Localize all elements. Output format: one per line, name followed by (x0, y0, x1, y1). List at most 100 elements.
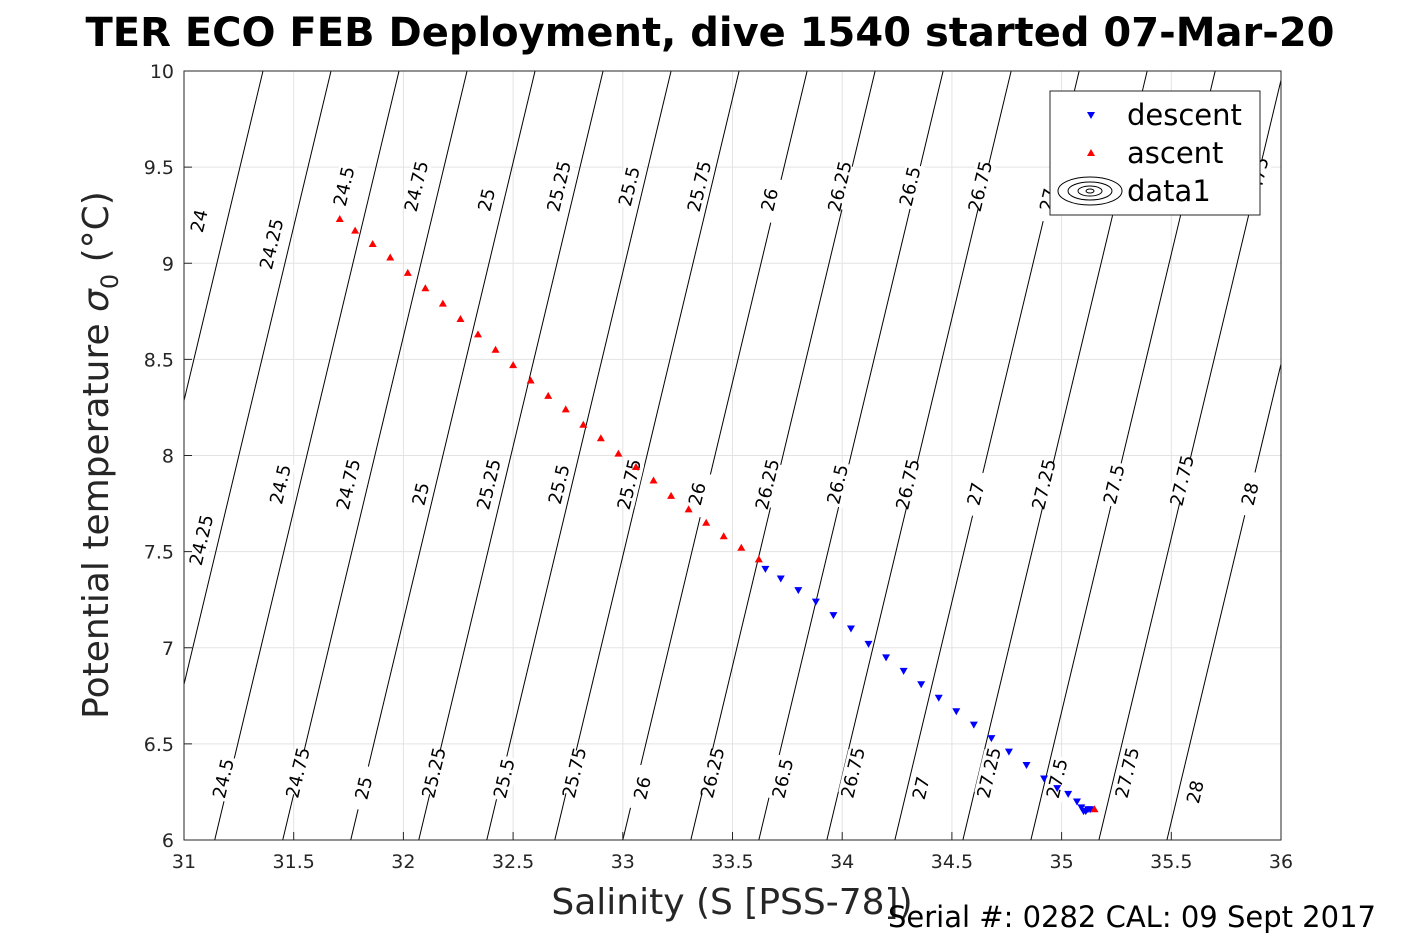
y-axis-label-unit: (°C) (76, 191, 117, 274)
y-tick-label: 8 (162, 446, 174, 468)
contour-label: 27.25 (973, 745, 1005, 800)
legend: descent ascent data1 (1049, 90, 1261, 216)
legend-descent-marker (1087, 112, 1095, 119)
contour-label-gap (697, 748, 728, 797)
contour-label-gap (283, 748, 313, 797)
y-tick-label: 6.5 (144, 734, 174, 756)
descent-point (864, 640, 873, 648)
descent-point (1053, 785, 1062, 793)
contour-label-gap (329, 162, 360, 211)
density-contour-line (183, 70, 332, 685)
contour-label-gap (754, 176, 785, 224)
contour-labels: 24 24.25 24.5 24.75 25 25.25 25.5 25.75 26 26.25 2… (184, 155, 1274, 816)
ascent-point (702, 518, 711, 526)
contour-label-gap (489, 754, 520, 803)
descent-point (952, 708, 961, 716)
contour-label: 28 (1238, 480, 1264, 507)
y-tick-label: 6 (162, 830, 174, 852)
density-contour-line (486, 70, 672, 841)
ascent-point (368, 240, 377, 248)
ascent-point (614, 449, 623, 457)
y-tick-label: 7.5 (144, 542, 174, 564)
contour-label: 26.25 (752, 457, 784, 512)
contour-label-gap (544, 460, 575, 509)
contour-label: 27 (964, 480, 990, 507)
contour-label-gap (895, 162, 926, 211)
descent-point (917, 681, 926, 689)
contour-label-gap (349, 764, 379, 812)
contour-label: 27.25 (1028, 457, 1060, 512)
x-tick-label: 31.5 (273, 851, 315, 873)
contour-label: 24.75 (282, 745, 314, 800)
contour-label: 25 (474, 186, 500, 213)
ascent-point (579, 420, 588, 428)
contour-label: 25.5 (615, 165, 645, 209)
contour-label-gap (684, 162, 715, 211)
contour-label: 24.5 (209, 757, 239, 801)
x-tick-label: 34 (830, 851, 854, 873)
x-axis-ticks: 31 31.5 32 32.5 33 33.5 34 34.5 35 35.5 36 (172, 832, 1293, 873)
contour-label: 26 (685, 480, 711, 507)
y-axis-label: Potential temperature σ0 (°C) (76, 191, 124, 719)
y-tick-label: 7 (162, 638, 174, 660)
descent-point (1064, 790, 1073, 798)
ascent-point (335, 215, 344, 223)
contour-label-gap (1112, 748, 1143, 797)
legend-box (1049, 90, 1261, 216)
descent-point (1004, 748, 1013, 756)
legend-ascent-label: ascent (1127, 136, 1223, 170)
ascent-point (509, 361, 518, 369)
contour-label-gap (1235, 470, 1266, 518)
contour-label-gap (559, 748, 590, 797)
x-tick-label: 32.5 (492, 851, 534, 873)
contour-label: 24.5 (330, 165, 360, 209)
descent-point (1072, 798, 1081, 806)
contour-label-gap (265, 460, 296, 509)
descent-point (829, 612, 838, 620)
contour-label: 24.75 (333, 457, 365, 512)
contour-label-gap (965, 162, 996, 211)
legend-descent-label: descent (1127, 98, 1242, 132)
contour-label: 25 (409, 480, 435, 507)
ascent-point (631, 463, 640, 471)
descent-point (1040, 775, 1049, 783)
descent-point (899, 667, 908, 675)
legend-data1-label: data1 (1127, 174, 1211, 208)
contour-label: 25.75 (559, 745, 591, 800)
x-tick-label: 34.5 (931, 851, 973, 873)
contour-label: 26.75 (892, 457, 924, 512)
ascent-point (596, 434, 605, 442)
contour-label-gap (822, 460, 853, 509)
ascent-point (667, 491, 676, 499)
contour-label: 25 (352, 775, 378, 802)
contour-label-gap (184, 197, 215, 245)
x-tick-label: 35.5 (1150, 851, 1192, 873)
data-points (335, 215, 1099, 816)
contour-label-gap (474, 460, 504, 509)
contour-label-gap (825, 162, 855, 211)
contour-label-gap (1099, 460, 1130, 509)
contour-label-gap (906, 764, 937, 812)
contour-label-gap (1042, 754, 1073, 803)
descent-point (882, 654, 891, 662)
descent-point (934, 694, 943, 702)
contour-label: 27.5 (1100, 463, 1130, 507)
descent-point (1022, 762, 1031, 770)
chart-title: TER ECO FEB Deployment, dive 1540 starte… (85, 10, 1334, 56)
ascent-point (403, 268, 412, 276)
contour-label-gap (256, 220, 287, 268)
contour-label-gap (186, 516, 217, 564)
serial-cal-footer: Serial #: 0282 CAL: 09 Sept 2017 (888, 900, 1376, 934)
contour-label: 25.75 (614, 457, 646, 512)
ascent-point (754, 555, 763, 563)
x-tick-label: 32 (391, 851, 415, 873)
descent-point (1086, 806, 1095, 814)
contour-label: 26 (630, 775, 656, 802)
ascent-point (456, 315, 465, 323)
ascent-point (438, 299, 447, 307)
ascent-point (684, 505, 693, 513)
y-axis-label-symbol: σ (76, 288, 117, 312)
legend-ascent-marker (1087, 149, 1095, 156)
x-tick-label: 36 (1269, 851, 1293, 873)
contour-label: 26.5 (823, 463, 853, 507)
